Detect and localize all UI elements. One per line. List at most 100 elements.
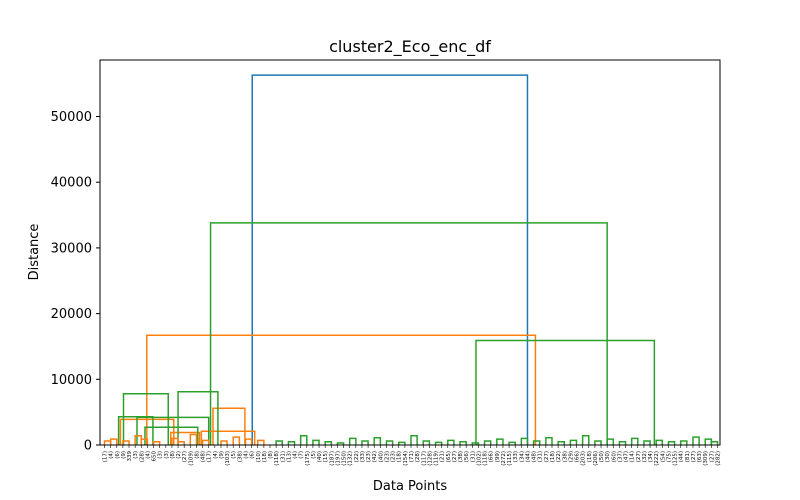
leaf-label: (31) — [470, 451, 476, 462]
leaf-label: (132) — [348, 451, 354, 466]
leaf-label: (6) — [250, 451, 256, 459]
dendrogram-leaf-link — [201, 439, 210, 445]
dendrogram-leaf-link — [177, 440, 185, 445]
leaf-label: (18) — [587, 451, 593, 462]
dendrogram-leaf-link — [152, 440, 161, 445]
dendrogram-leaf-link — [410, 435, 418, 445]
leaf-label: 650 — [152, 451, 158, 462]
leaf-label: (9) — [219, 451, 225, 459]
leaf-label: (18) — [262, 451, 268, 462]
leaf-label: (50) — [599, 451, 605, 462]
leaf-label: (18) — [550, 451, 556, 462]
leaf-label: (115) — [507, 451, 513, 466]
dendrogram-leaf-link — [287, 440, 296, 445]
leaf-label: (34) — [648, 451, 654, 462]
dendrogram-leaf-link — [434, 441, 443, 445]
leaf-label: (54) — [660, 451, 666, 462]
leaf-label: (56) — [464, 451, 470, 462]
leaf-label: (28) — [139, 451, 145, 462]
leaf-label: (128) — [427, 451, 433, 466]
dendrogram-leaf-link — [704, 438, 713, 445]
dendrogram-leaf-link — [667, 440, 676, 445]
leaf-label: (109) — [188, 451, 194, 466]
leaf-label: (38) — [237, 451, 243, 462]
dendrogram-link — [209, 222, 608, 445]
dendrogram-leaf-link — [232, 436, 241, 445]
leaf-label: (81) — [685, 451, 691, 462]
dendrogram-link — [177, 391, 219, 445]
dendrogram-leaf-link — [103, 440, 112, 445]
dendrogram-link — [146, 334, 537, 445]
leaf-label: (125) — [673, 451, 679, 466]
dendrogram-leaf-link — [324, 440, 333, 445]
leaf-label: (203) — [581, 451, 587, 466]
leaf-label: (99) — [495, 451, 501, 462]
dendrogram-leaf-link — [532, 440, 541, 445]
dendrogram-link — [136, 416, 210, 445]
dendrogram-leaf-link — [545, 437, 553, 445]
dendrogram-leaf-link — [520, 437, 529, 445]
y-tick-label: 10000 — [51, 373, 92, 388]
leaf-label: (8) — [268, 451, 274, 459]
leaf-label: (66) — [489, 451, 495, 462]
leaf-label: (27) — [709, 451, 715, 462]
leaf-label: (197) — [335, 451, 341, 466]
chart-title: cluster2_Eco_enc_df — [329, 37, 491, 57]
y-axis-ticks: 0 10000 20000 30000 40000 50000 — [51, 110, 100, 454]
dendrogram-leaf-link — [459, 440, 467, 445]
dendrogram-leaf-link — [373, 437, 382, 445]
dendrogram-leaf-link — [134, 435, 143, 445]
dendrogram-leaf-link — [244, 438, 253, 445]
y-tick-label: 50000 — [51, 110, 92, 125]
leaf-label: (40) — [378, 451, 384, 462]
leaf-label: (27) — [452, 451, 458, 462]
leaf-label: (4) — [243, 451, 249, 459]
dendrogram-leaf-link — [312, 439, 320, 445]
leaf-label: (17) — [207, 451, 213, 462]
leaf-label: (118) — [483, 451, 489, 466]
leaf-label: (3) — [164, 451, 170, 459]
dendrogram-leaf-link — [348, 437, 357, 445]
dendrogram-link — [251, 74, 529, 445]
leaf-label: (40) — [317, 451, 323, 462]
dendrogram-leaf-link — [385, 440, 394, 445]
dendrogram-link — [169, 431, 201, 445]
dendrogram-leaf-link — [606, 438, 615, 445]
leaf-label: (3) — [158, 451, 164, 459]
leaf-label: (117) — [421, 451, 427, 466]
dendrogram-leaf-link — [220, 440, 228, 445]
leaf-label: (42) — [372, 451, 378, 462]
dendrogram-leaf-link — [618, 440, 627, 445]
leaf-label: (7) — [299, 451, 305, 459]
leaf-label: (21) — [440, 451, 446, 462]
dendrogram-leaf-link — [655, 439, 664, 445]
leaf-label: (4) — [213, 451, 219, 459]
dendrogram-leaf-link — [630, 437, 639, 445]
dendrogram-leaf-link — [679, 440, 688, 445]
dendrogram-leaf-link — [471, 442, 480, 445]
leaf-label: (27) — [182, 451, 188, 462]
leaf-label: (23) — [366, 451, 372, 462]
leaf-label: (28) — [415, 451, 421, 462]
dendrogram-leaf-link — [692, 436, 700, 445]
leaf-label: (15) — [323, 451, 329, 462]
x-axis-ticks: (17) (4) (6) (9) 339 (3) (28) (4) 650 (3) (3) (8) (2… — [103, 445, 722, 466]
y-axis-label: Distance — [27, 224, 42, 281]
leaf-label: (4) — [109, 451, 115, 459]
leaf-label: (27) — [636, 451, 642, 462]
x-axis-label: Data Points — [373, 479, 447, 494]
leaf-label: (63) — [697, 451, 703, 462]
leaf-label: (5) — [311, 451, 317, 459]
leaf-label: (154) — [403, 451, 409, 466]
dendrogram-leaf-link — [422, 440, 431, 445]
leaf-label: (33) — [360, 451, 366, 462]
leaf-label: (118) — [274, 451, 280, 466]
leaf-label: (23) — [384, 451, 390, 462]
leaf-label: (5) — [231, 451, 237, 459]
dendrogram-leaf-link — [189, 433, 198, 445]
leaf-label: (33) — [513, 451, 519, 462]
dendrogram-leaf-link — [257, 439, 265, 445]
leaf-label: (34) — [519, 451, 525, 462]
dendrogram-leaf-link — [336, 442, 345, 445]
